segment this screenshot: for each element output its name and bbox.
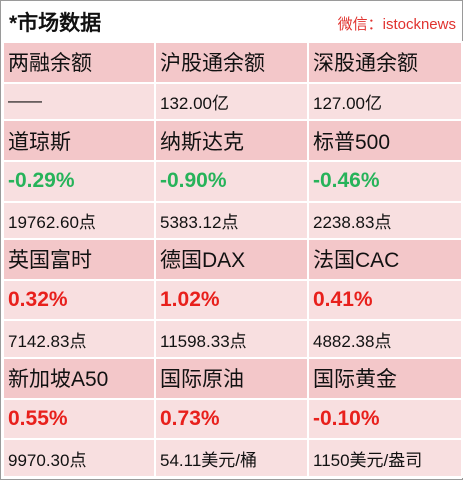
change-a50: 0.55% bbox=[2, 397, 156, 441]
label-cac: 法国CAC bbox=[307, 238, 463, 281]
label-dow-jones: 道琼斯 bbox=[2, 119, 156, 162]
change-nasdaq: -0.90% bbox=[154, 159, 309, 203]
change-crude-oil: 0.73% bbox=[154, 397, 309, 441]
points-ftse: 7142.83点 bbox=[2, 319, 156, 359]
points-dax: 11598.33点 bbox=[154, 319, 309, 359]
market-grid: 两融余额 沪股通余额 深股通余额 —— 132.00亿 127.00亿 道琼斯 … bbox=[2, 41, 463, 478]
points-sp500: 2238.83点 bbox=[307, 200, 463, 241]
label-sp500: 标普500 bbox=[307, 119, 463, 162]
change-dow-jones: -0.29% bbox=[2, 159, 156, 203]
change-cac: 0.41% bbox=[307, 278, 463, 322]
value-sh-connect-balance: 132.00亿 bbox=[154, 81, 309, 122]
wechat-id: 微信：istocknews bbox=[337, 16, 456, 33]
label-sh-connect-balance: 沪股通余额 bbox=[154, 41, 309, 84]
label-sz-connect-balance: 深股通余额 bbox=[307, 41, 463, 84]
points-gold: 1150美元/盎司 bbox=[307, 438, 463, 478]
change-sp500: -0.46% bbox=[307, 159, 463, 203]
value-sz-connect-balance: 127.00亿 bbox=[307, 81, 463, 122]
label-a50: 新加坡A50 bbox=[2, 356, 156, 400]
panel-header: *市场数据 微信：istocknews bbox=[1, 1, 462, 41]
points-crude-oil: 54.11美元/桶 bbox=[154, 438, 309, 478]
points-dow-jones: 19762.60点 bbox=[2, 200, 156, 241]
value-margin-balance: —— bbox=[2, 81, 156, 122]
change-dax: 1.02% bbox=[154, 278, 309, 322]
points-a50: 9970.30点 bbox=[2, 438, 156, 478]
points-cac: 4882.38点 bbox=[307, 319, 463, 359]
label-nasdaq: 纳斯达克 bbox=[154, 119, 309, 162]
label-dax: 德国DAX bbox=[154, 238, 309, 281]
panel-title: *市场数据 bbox=[9, 12, 102, 35]
label-gold: 国际黄金 bbox=[307, 356, 463, 400]
label-crude-oil: 国际原油 bbox=[154, 356, 309, 400]
change-gold: -0.10% bbox=[307, 397, 463, 441]
points-nasdaq: 5383.12点 bbox=[154, 200, 309, 241]
label-margin-balance: 两融余额 bbox=[2, 41, 156, 84]
change-ftse: 0.32% bbox=[2, 278, 156, 322]
label-ftse: 英国富时 bbox=[2, 238, 156, 281]
